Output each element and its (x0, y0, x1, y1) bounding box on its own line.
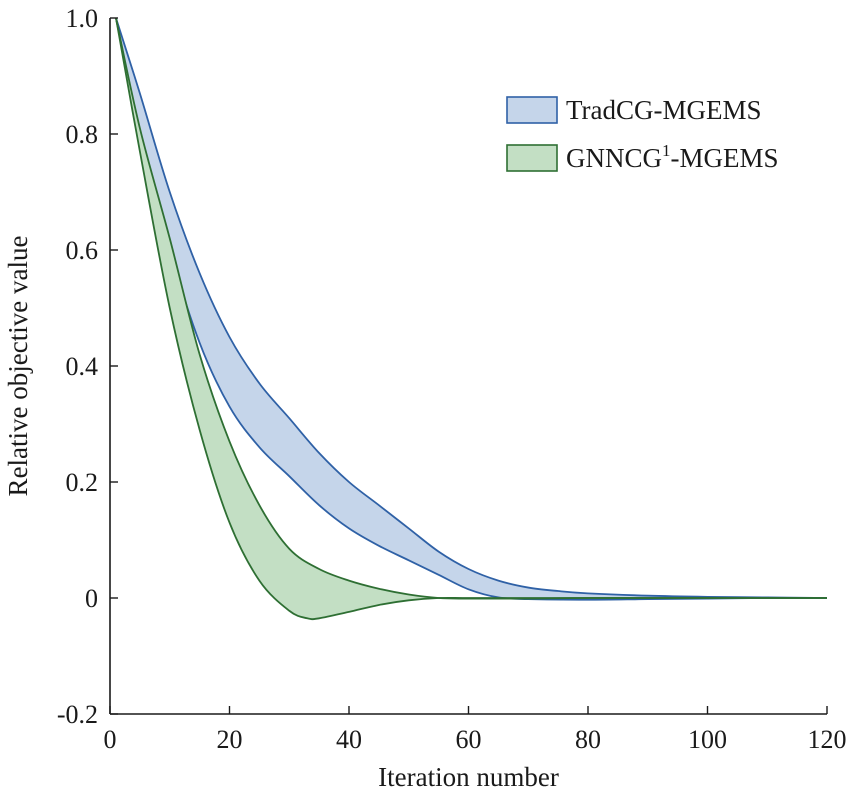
legend-label-gnncg-main: GNNCG (566, 143, 662, 173)
legend-label-gnncg-suffix: -MGEMS (671, 143, 779, 173)
y-tick-label: 0.2 (66, 468, 99, 497)
x-tick-label: 100 (688, 725, 727, 754)
y-tick-label: 0.6 (66, 236, 99, 265)
y-tick-label: -0.2 (57, 700, 98, 729)
x-tick-layer: 0 20 40 60 80 100 120 (104, 706, 847, 754)
band-lower-line-gnncg (115, 17, 827, 621)
legend-label-tradcg: TradCG-MGEMS (566, 95, 762, 125)
x-tick-label: 0 (104, 725, 117, 754)
legend-label-gnncg: GNNCG1-MGEMS (566, 141, 779, 173)
x-axis-label: Iteration number (378, 762, 559, 792)
legend: TradCG-MGEMS GNNCG1-MGEMS (506, 95, 779, 173)
x-tick-label: 60 (456, 725, 482, 754)
x-tick-label: 40 (336, 725, 362, 754)
y-tick-layer: -0.2 0 0.2 0.4 0.6 0.8 1.0 (57, 4, 118, 729)
legend-swatch-tradcg (506, 96, 558, 124)
y-tick-label: 1.0 (66, 4, 99, 33)
legend-label-gnncg-superscript: 1 (662, 141, 671, 160)
band-layer (115, 17, 828, 621)
y-tick-label: 0 (85, 584, 98, 613)
legend-swatch-gnncg (506, 144, 558, 172)
y-tick-label: 0.4 (66, 352, 99, 381)
y-tick-label: 0.8 (66, 120, 99, 149)
x-tick-label: 120 (808, 725, 847, 754)
legend-label-tradcg-main: TradCG-MGEMS (566, 95, 762, 125)
band-upper-line-tradcg (115, 17, 828, 599)
y-axis-label: Relative objective value (3, 236, 33, 497)
x-tick-label: 20 (217, 725, 243, 754)
band-fill-tradcg (115, 18, 828, 600)
x-tick-label: 80 (575, 725, 601, 754)
